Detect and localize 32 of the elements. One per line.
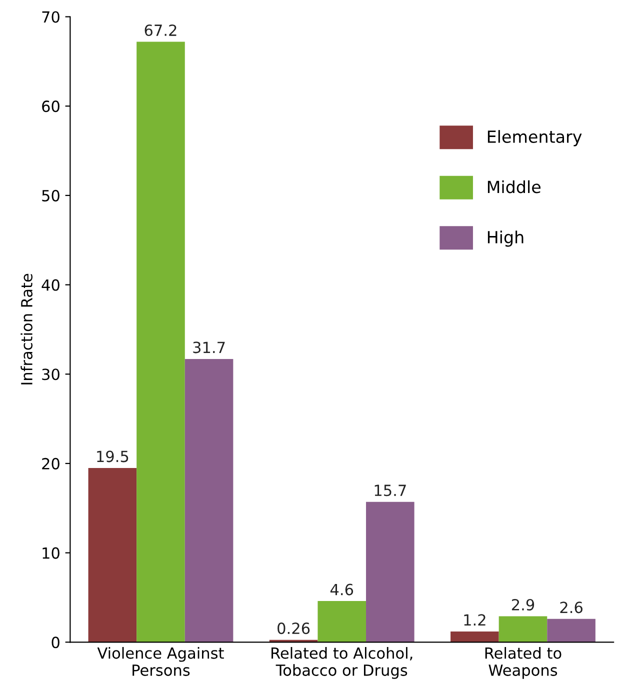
bar <box>184 358 234 642</box>
y-tick-label: 20 <box>42 458 60 470</box>
x-tick-label: Related to Alcohol, Tobacco or Drugs <box>272 647 412 679</box>
data-label: 2.9 <box>512 598 534 611</box>
data-label: 4.6 <box>330 584 354 596</box>
legend-label: High <box>488 230 524 247</box>
y-tick-label: 70 <box>42 11 60 23</box>
data-label: 1.2 <box>464 614 486 626</box>
y-tick-label: 0 <box>52 636 60 648</box>
legend-label: Middle <box>488 180 540 194</box>
x-tick-label: Related to Weapons <box>485 647 562 679</box>
bar <box>450 631 499 642</box>
bar <box>136 42 185 642</box>
y-axis-title: Infraction Rate <box>20 274 32 384</box>
data-label: 19.5 <box>97 450 128 462</box>
y-tick-label: 10 <box>42 547 60 559</box>
legend-label: Elementary <box>488 130 582 146</box>
data-label: 0.26 <box>278 622 310 634</box>
bar <box>88 468 137 642</box>
bar <box>498 616 548 642</box>
y-tick-label: 40 <box>42 279 60 291</box>
bar <box>547 618 596 642</box>
y-tick-label: 60 <box>42 100 60 112</box>
bar <box>318 601 366 642</box>
data-label: 2.6 <box>560 602 582 614</box>
y-tick-label: 50 <box>42 190 60 202</box>
y-tick-label: 30 <box>42 368 60 380</box>
bar <box>366 502 414 642</box>
data-label: 67.2 <box>144 24 176 36</box>
data-label: 31.7 <box>193 342 225 354</box>
x-tick-label: Violence Against Persons <box>97 647 224 676</box>
data-label: 15.7 <box>374 484 406 496</box>
